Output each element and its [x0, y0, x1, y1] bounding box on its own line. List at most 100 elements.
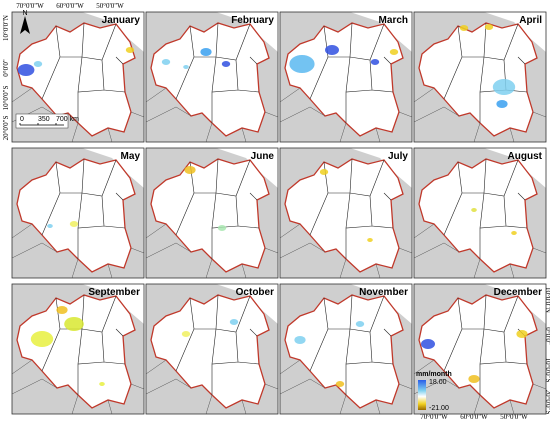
anomaly-area — [17, 64, 35, 76]
map-panel: February — [145, 11, 279, 143]
scale-box — [15, 113, 69, 129]
bottom-axis-label: 70°0'0"W — [420, 413, 448, 421]
scale-label: 350 — [38, 116, 50, 123]
map-base — [146, 284, 278, 414]
month-title: July — [388, 151, 408, 162]
anomaly-area — [33, 61, 43, 67]
anomaly-area — [125, 47, 135, 53]
right-axis-label: 20°0'0"S — [544, 390, 550, 415]
panel-frame — [279, 283, 413, 415]
panel-frame — [145, 11, 279, 143]
north-label: N — [22, 10, 27, 17]
month-title: May — [121, 151, 141, 162]
anomaly-area — [459, 25, 469, 31]
month-title: November — [359, 287, 408, 298]
anomaly-area — [184, 166, 196, 174]
scale-label: 0 — [20, 116, 24, 123]
panel-frame — [145, 283, 279, 415]
bottom-axis-label: 50°0'0"W — [500, 413, 528, 421]
left-axis-label: 0°0'0" — [2, 59, 10, 77]
anomaly-area — [319, 169, 329, 175]
panel-frame — [413, 283, 547, 415]
map-panel: March — [279, 11, 413, 143]
map-base — [146, 12, 278, 142]
anomaly-area — [496, 100, 508, 108]
arrow — [20, 16, 30, 34]
anomaly-area — [370, 59, 380, 65]
left-axis-label: 10°0'0"N — [2, 15, 10, 41]
anomaly-area — [421, 339, 435, 349]
anomaly-area — [492, 79, 516, 95]
panel-frame — [413, 11, 547, 143]
anomaly-area — [99, 382, 105, 386]
map-panel: June — [145, 147, 279, 279]
panel-frame — [11, 11, 145, 143]
anomaly-area — [200, 48, 212, 56]
right-axis-label: 0°0'0" — [544, 327, 550, 345]
map-panel: November — [279, 283, 413, 415]
month-title: January — [102, 15, 141, 26]
map-panel: July — [279, 147, 413, 279]
anomaly-area — [69, 221, 79, 227]
month-title: August — [508, 151, 543, 162]
anomaly-area — [511, 231, 517, 235]
anomaly-area — [181, 331, 191, 337]
map-panel: May — [11, 147, 145, 279]
anomaly-area — [367, 238, 373, 242]
scale-line — [19, 123, 64, 126]
bottom-axis-label: 60°0'0"W — [460, 413, 488, 421]
legend-max: 18.00 — [429, 379, 447, 386]
map-base — [414, 148, 546, 278]
map-panel: December — [413, 283, 547, 415]
anomaly-area — [389, 49, 399, 55]
anomaly-area — [325, 45, 339, 55]
month-title: June — [251, 151, 275, 162]
anomaly-area — [221, 61, 231, 67]
anomaly-area — [30, 331, 54, 347]
map-base — [280, 12, 412, 142]
anomaly-area — [47, 224, 53, 228]
legend-min: -21.00 — [429, 405, 449, 412]
map-panel: April — [413, 11, 547, 143]
anomaly-area — [484, 24, 494, 30]
panel-frame — [413, 147, 547, 279]
map-base — [12, 284, 144, 414]
panel-frame — [279, 147, 413, 279]
anomaly-area — [161, 59, 171, 65]
panel-frame — [145, 147, 279, 279]
anomaly-area — [64, 317, 84, 331]
anomaly-area — [217, 225, 227, 231]
anomaly-area — [468, 375, 480, 383]
map-base — [280, 284, 412, 414]
anomaly-area — [183, 65, 189, 69]
north-arrow: N — [20, 10, 30, 34]
month-title: April — [519, 15, 542, 26]
right-axis-label: 10°0'0"S — [544, 358, 550, 383]
right-axis-label: 10°0'0"N — [544, 287, 550, 313]
anomaly-area — [335, 381, 345, 387]
color-ramp — [418, 380, 426, 410]
anomaly-area — [56, 306, 68, 314]
panel-frame — [11, 283, 145, 415]
anomaly-area — [516, 330, 528, 338]
anomaly-area — [355, 321, 365, 327]
map-base — [414, 284, 546, 414]
scale-bar: 0 350 700 km — [15, 113, 79, 129]
map-panel: August — [413, 147, 547, 279]
anomaly-area — [229, 319, 239, 325]
month-title: March — [379, 15, 408, 26]
month-title: October — [236, 287, 274, 298]
month-title: September — [88, 287, 140, 298]
anomaly-area — [289, 55, 315, 73]
left-axis-label: 20°0'0"S — [2, 115, 10, 140]
panel-frame — [11, 147, 145, 279]
legend-title: mm/month — [416, 371, 452, 378]
map-panel: January — [11, 11, 145, 143]
top-axis-label: 60°0'0"W — [56, 2, 84, 10]
left-axis-label: 10°0'0"S — [2, 85, 10, 110]
anomaly-area — [294, 336, 306, 344]
map-base — [414, 12, 546, 142]
scale-label: 700 km — [56, 116, 79, 123]
anomaly-area — [471, 208, 477, 212]
